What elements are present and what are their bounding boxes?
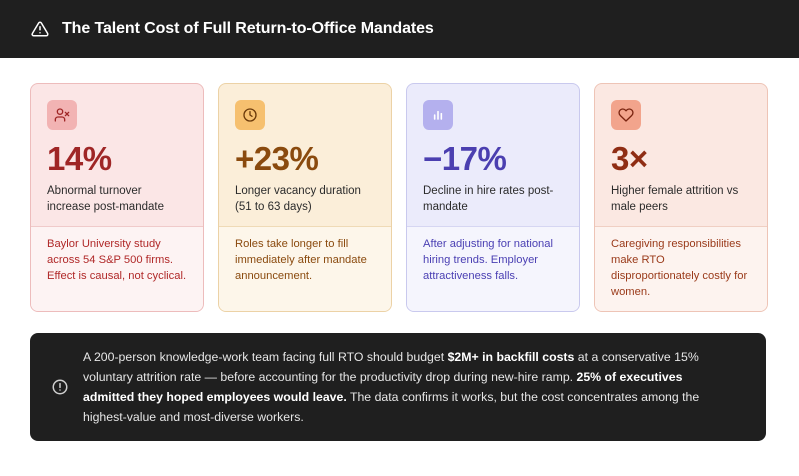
insight-text-part: at a conservative 15% voluntary attritio… <box>83 350 699 384</box>
header-bar: The Talent Cost of Full Return-to-Office… <box>0 0 799 58</box>
stat-card-vacancy: +23% Longer vacancy duration (51 to 63 d… <box>218 83 392 312</box>
info-circle-icon <box>52 379 68 395</box>
insight-callout: A 200-person knowledge-work team facing … <box>30 333 766 441</box>
stat-label: Abnormal turnover increase post-mandate <box>47 185 164 213</box>
stat-detail: Baylor University study across 54 S&P 50… <box>31 226 203 311</box>
stat-value: 14% <box>47 140 112 177</box>
user-x-icon <box>47 100 77 130</box>
stat-detail: After adjusting for national hiring tren… <box>407 226 579 311</box>
stat-label: Longer vacancy duration (51 to 63 days) <box>235 185 361 213</box>
insight-highlight: 25% of executives admitted they hoped em… <box>83 370 683 404</box>
insight-highlight: $2M+ in backfill costs <box>447 350 575 364</box>
stat-value: −17% <box>423 140 507 177</box>
stat-card-female-attrition: 3× Higher female attrition vs male peers… <box>594 83 768 312</box>
stat-card-turnover: 14% Abnormal turnover increase post-mand… <box>30 83 204 312</box>
insight-text: A 200-person knowledge-work team facing … <box>83 347 723 427</box>
insight-text-part: A 200-person knowledge-work team facing … <box>83 350 448 364</box>
stat-card-hire-rate: −17% Decline in hire rates post-mandate … <box>406 83 580 312</box>
clock-icon <box>235 100 265 130</box>
bar-chart-icon <box>423 100 453 130</box>
heart-icon <box>611 100 641 130</box>
warning-triangle-icon <box>30 19 50 39</box>
page-title: The Talent Cost of Full Return-to-Office… <box>62 20 434 37</box>
stat-label: Decline in hire rates post-mandate <box>423 185 554 213</box>
stat-value: 3× <box>611 140 648 177</box>
insight-text-part: The data confirms it works, but the cost… <box>83 390 700 424</box>
stat-cards: 14% Abnormal turnover increase post-mand… <box>30 83 768 312</box>
stat-detail: Roles take longer to fill immediately af… <box>219 226 391 311</box>
stat-label: Higher female attrition vs male peers <box>611 185 739 213</box>
stat-value: +23% <box>235 140 319 177</box>
stat-detail: Caregiving responsibilities make RTO dis… <box>595 226 767 311</box>
